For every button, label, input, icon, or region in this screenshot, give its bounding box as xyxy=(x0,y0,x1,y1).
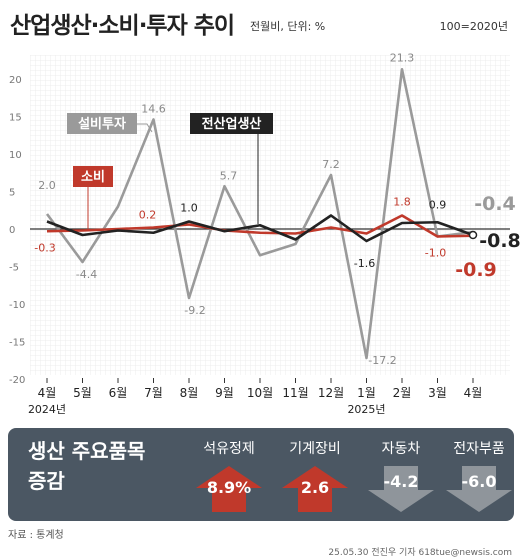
data-label: 0.2 xyxy=(139,209,157,222)
item-value: 8.9% xyxy=(206,478,252,497)
x-tick-label: 9월 xyxy=(215,386,234,400)
down-arrow-icon xyxy=(446,466,512,512)
data-label: 1.0 xyxy=(180,202,198,215)
data-label: 5.7 xyxy=(220,169,238,182)
legend-label: 설비투자 xyxy=(78,117,126,132)
item-value: -6.0 xyxy=(461,472,497,491)
down-arrow-icon xyxy=(368,466,434,512)
x-tick-label: 12월 xyxy=(318,386,344,400)
y-tick-label: -15 xyxy=(9,338,25,349)
y-tick-label: -20 xyxy=(9,375,25,386)
x-tick-label: 10월 xyxy=(247,386,273,400)
y-tick-label: -10 xyxy=(9,300,25,311)
x-tick-label: 1월 xyxy=(357,386,376,400)
x-tick-label: 2월 xyxy=(393,386,412,400)
item-label: 자동차 xyxy=(381,441,421,457)
x-tick-label: 6월 xyxy=(109,386,128,400)
data-label: 2.0 xyxy=(38,179,56,192)
data-label: -1.6 xyxy=(354,257,375,270)
data-label: -9.2 xyxy=(184,304,205,317)
item-label: 석유정제 xyxy=(203,441,255,457)
series-line-3 xyxy=(46,214,474,243)
data-label: 7.2 xyxy=(322,158,340,171)
data-label: 1.8 xyxy=(393,196,411,209)
y-tick-label: 0 xyxy=(9,225,15,236)
year-label: 2024년 xyxy=(28,403,66,416)
base-year-note: 100=2020년 xyxy=(439,20,508,33)
data-label: -1.0 xyxy=(425,247,446,260)
legend-box xyxy=(67,113,137,134)
item-automobile: 자동차 -4.2 xyxy=(356,428,446,521)
series-line-1 xyxy=(45,67,474,360)
item-petroleum: 석유정제 8.9% xyxy=(184,428,274,521)
item-value: -4.2 xyxy=(383,472,419,491)
unit-note: 전월비, 단위: % xyxy=(250,20,326,33)
series-line-2 xyxy=(46,214,474,238)
end-point-marker xyxy=(468,230,478,240)
up-arrow-icon xyxy=(196,466,262,512)
x-tick-label: 11월 xyxy=(282,386,308,400)
data-label: 21.3 xyxy=(390,51,415,64)
x-tick-label: 3월 xyxy=(428,386,447,400)
x-tick-label: 8월 xyxy=(180,386,199,400)
items-panel: 생산 주요품목 증감 석유정제 8.9% 기계장비 2.6 자동차 -4.2 전… xyxy=(8,428,514,521)
source-note: 자료 : 통계청 xyxy=(8,530,64,541)
data-label: -17.2 xyxy=(368,354,396,367)
x-tick-label: 7월 xyxy=(144,386,163,400)
item-value: 2.6 xyxy=(300,478,330,497)
legend-label: 전산업생산 xyxy=(202,116,262,132)
data-label: -0.4 xyxy=(474,193,516,215)
chart-title: 산업생산·소비·투자 추이 xyxy=(10,13,235,39)
legend-leader-line xyxy=(134,123,153,133)
data-label: 0.9 xyxy=(429,198,447,211)
credit-note: 25.05.30 전진우 기자 618tue@newsis.com xyxy=(328,548,512,558)
y-tick-label: -5 xyxy=(9,263,19,274)
data-label: -0.8 xyxy=(479,230,520,252)
legend-label: 소비 xyxy=(81,170,105,185)
y-tick-label: 5 xyxy=(9,188,15,199)
legend-box xyxy=(73,166,113,187)
y-tick-label: 15 xyxy=(9,113,22,124)
x-tick-label: 5월 xyxy=(73,386,92,400)
data-label: 14.6 xyxy=(141,103,166,116)
panel-title: 생산 주요품목 증감 xyxy=(28,439,146,493)
data-label: -4.4 xyxy=(76,268,97,281)
year-label: 2025년 xyxy=(347,403,385,416)
item-machinery: 기계장비 2.6 xyxy=(270,428,360,521)
data-label: -0.3 xyxy=(34,241,55,254)
item-label: 전자부품 xyxy=(453,441,505,457)
item-electronics: 전자부품 -6.0 xyxy=(434,428,520,521)
x-tick-label: 4월 xyxy=(464,386,483,400)
x-tick-label: 4월 xyxy=(38,386,57,400)
y-tick-label: 10 xyxy=(9,150,22,161)
legend-box xyxy=(190,113,273,134)
y-tick-label: 20 xyxy=(9,75,22,86)
up-arrow-icon xyxy=(282,466,348,512)
item-label: 기계장비 xyxy=(289,441,341,457)
data-label: -0.9 xyxy=(455,259,497,281)
plot-background xyxy=(30,55,510,375)
